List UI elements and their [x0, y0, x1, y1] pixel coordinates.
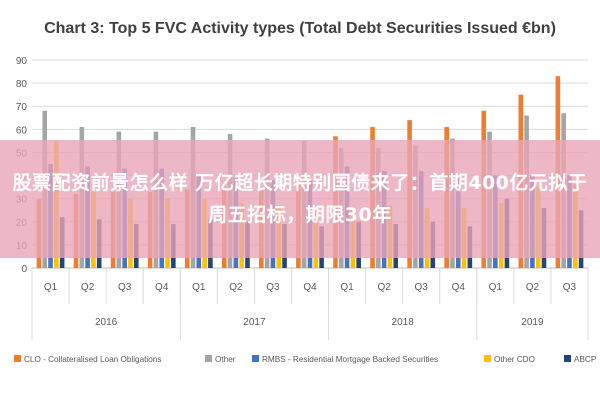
x-tick-label: Q1	[192, 282, 206, 293]
x-tick-label: Q4	[452, 282, 466, 293]
legend-label: RMBS - Residential Mortgage Backed Secur…	[262, 355, 438, 364]
x-tick-label: Q1	[340, 282, 354, 293]
x-tick-label: Q4	[155, 282, 169, 293]
x-tick-label: Q3	[118, 282, 132, 293]
legend-swatch	[252, 355, 259, 362]
y-tick-label: 60	[16, 125, 28, 136]
legend-label: CLO - Collateralised Loan Obligations	[24, 355, 161, 364]
x-tick-label: Q1	[44, 282, 58, 293]
x-tick-label: Q4	[303, 282, 317, 293]
x-axis-labels: Q1 Q2 Q3 Q4 Q1 Q2 Q3 Q4 Q1 Q2 Q3 Q4 Q1 Q2 Q3 2016 2017 20…	[31, 268, 589, 340]
year-label: 2019	[521, 317, 544, 328]
x-tick-label: Q2	[81, 282, 95, 293]
y-tick-label: 70	[16, 102, 28, 113]
legend-label: ABCP	[574, 355, 597, 364]
year-label: 2018	[392, 317, 415, 328]
year-label: 2016	[95, 317, 118, 328]
legend-swatch	[484, 355, 491, 362]
legend: CLO - Collateralised Loan Obligations Oth…	[14, 355, 597, 364]
y-tick-label: 0	[21, 264, 27, 275]
banner-text: 股票配资前景怎么样 万亿超长期特别国债来了：首期400亿元拟于周五招标，期限30…	[12, 172, 588, 226]
legend-label: Other	[215, 355, 236, 364]
legend-swatch	[14, 355, 21, 362]
y-tick-label: 90	[16, 56, 28, 67]
chart-title: Chart 3: Top 5 FVC Activity types (Total…	[44, 20, 556, 37]
x-tick-label: Q3	[415, 282, 429, 293]
y-tick-label: 80	[16, 79, 28, 90]
legend-label: Other CDO	[494, 355, 535, 364]
x-tick-label: Q3	[563, 282, 577, 293]
x-tick-label: Q2	[526, 282, 540, 293]
x-tick-label: Q2	[377, 282, 391, 293]
legend-swatch	[205, 355, 212, 362]
x-tick-label: Q1	[489, 282, 503, 293]
year-label: 2017	[243, 317, 266, 328]
legend-swatch	[564, 355, 571, 362]
watermark-banner: 股票配资前景怎么样 万亿超长期特别国债来了：首期400亿元拟于周五招标，期限30…	[0, 140, 600, 258]
x-tick-label: Q2	[229, 282, 243, 293]
x-tick-label: Q3	[266, 282, 280, 293]
